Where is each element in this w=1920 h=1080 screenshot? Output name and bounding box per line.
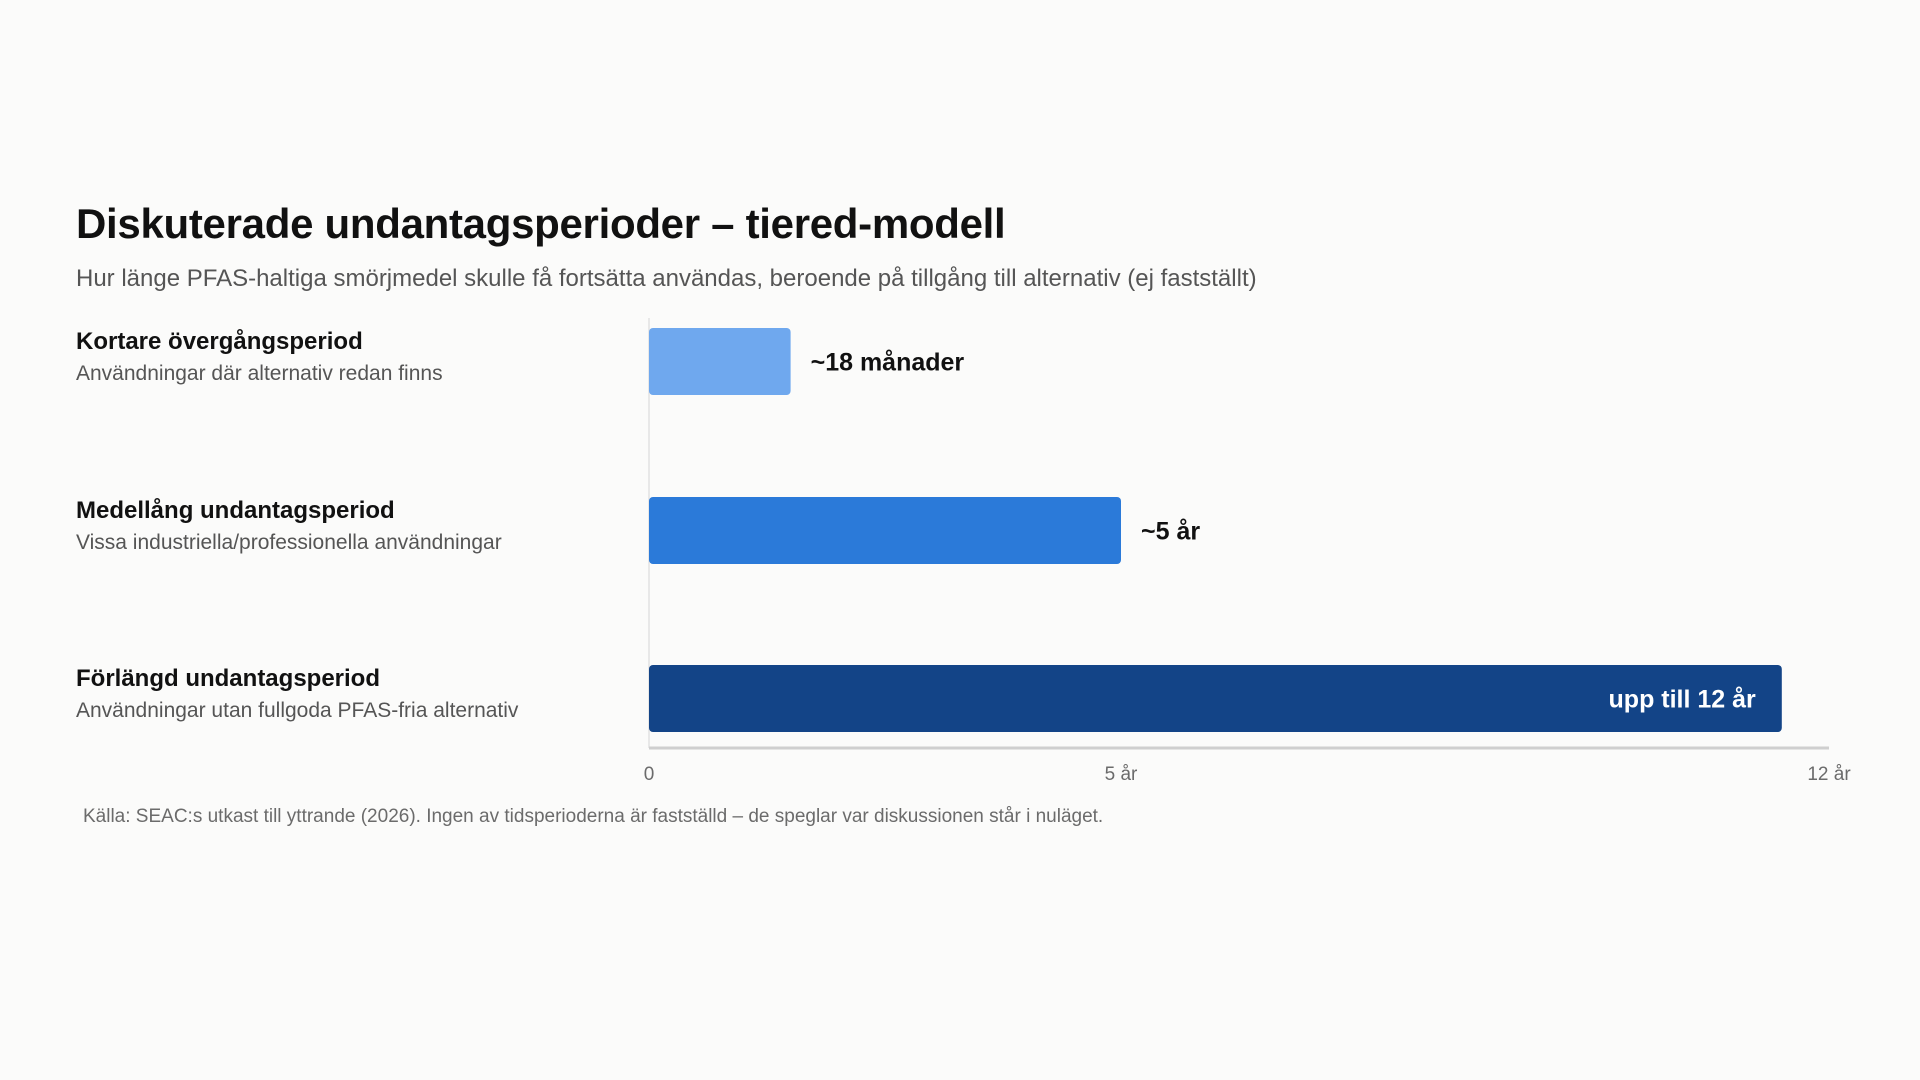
row-label-medium: Medellång undantagsperiod Vissa industri… bbox=[76, 497, 636, 555]
x-tick-label-1: 5 år bbox=[1105, 764, 1138, 785]
x-tick-label-2: 12 år bbox=[1807, 764, 1851, 785]
row-name-extended: Förlängd undantagsperiod bbox=[76, 665, 380, 692]
row-name-medium: Medellång undantagsperiod bbox=[76, 497, 395, 524]
bar-value-label-1: ~5 år bbox=[1141, 518, 1200, 546]
row-label-extended: Förlängd undantagsperiod Användningar ut… bbox=[76, 665, 636, 723]
bar-value-label-0: ~18 månader bbox=[811, 349, 965, 377]
row-label-short: Kortare övergångsperiod Användningar där… bbox=[76, 328, 636, 386]
row-desc-extended: Användningar utan fullgoda PFAS-fria alt… bbox=[76, 699, 519, 722]
bar-1 bbox=[649, 497, 1121, 564]
row-desc-short: Användningar där alternativ redan finns bbox=[76, 362, 443, 385]
x-tick-label-0: 0 bbox=[644, 764, 655, 785]
row-desc-medium: Vissa industriella/professionella använd… bbox=[76, 531, 502, 554]
bar-value-label-2: upp till 12 år bbox=[1609, 686, 1757, 714]
source-note: Källa: SEAC:s utkast till yttrande (2026… bbox=[83, 806, 1104, 827]
chart-subtitle: Hur länge PFAS-haltiga smörjmedel skulle… bbox=[76, 265, 1257, 292]
bar-2 bbox=[649, 665, 1782, 732]
chart-title: Diskuterade undantagsperioder – tiered-m… bbox=[76, 200, 1006, 247]
row-name-short: Kortare övergångsperiod bbox=[76, 328, 363, 355]
bar-0 bbox=[649, 328, 791, 395]
